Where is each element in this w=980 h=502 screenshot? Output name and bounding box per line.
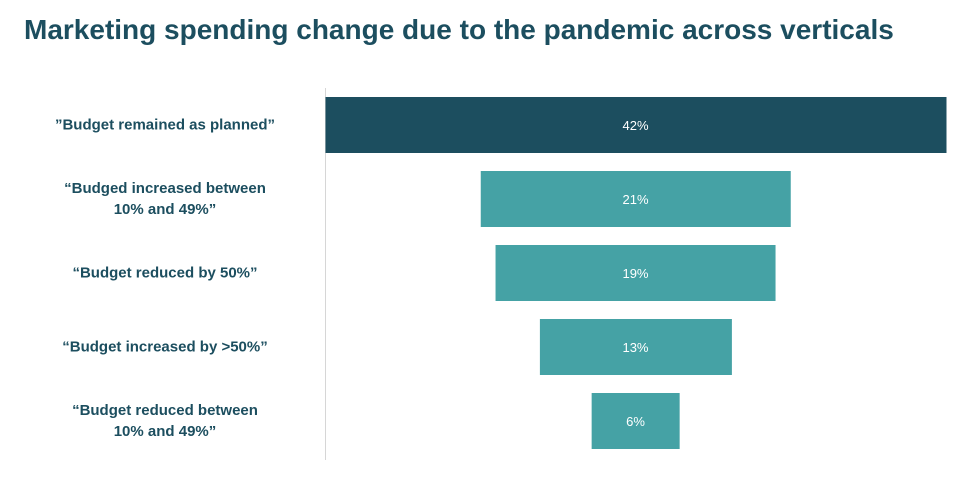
category-axis-line: [325, 88, 326, 460]
chart-title: Marketing spending change due to the pan…: [24, 14, 894, 45]
category-label: “Budget reduced between 10% and 49%”: [72, 402, 258, 440]
category-label: ”Budget remained as planned”: [54, 116, 276, 134]
category-label: “Budget reduced by 50%”: [72, 264, 258, 282]
bar: 19%: [495, 245, 776, 301]
data-label: 6%: [626, 413, 645, 429]
data-label: 42%: [622, 117, 649, 133]
category-label: “Budged increased between 10% and 49%”: [64, 180, 266, 218]
bar: 13%: [539, 319, 732, 375]
bar: 6%: [591, 393, 680, 449]
bar: 21%: [480, 171, 791, 227]
data-label: 21%: [622, 191, 649, 207]
category-label: “Budget increased by >50%”: [62, 338, 268, 356]
data-label: 19%: [622, 265, 649, 281]
data-label: 13%: [622, 339, 649, 355]
bar: 42%: [325, 97, 946, 153]
